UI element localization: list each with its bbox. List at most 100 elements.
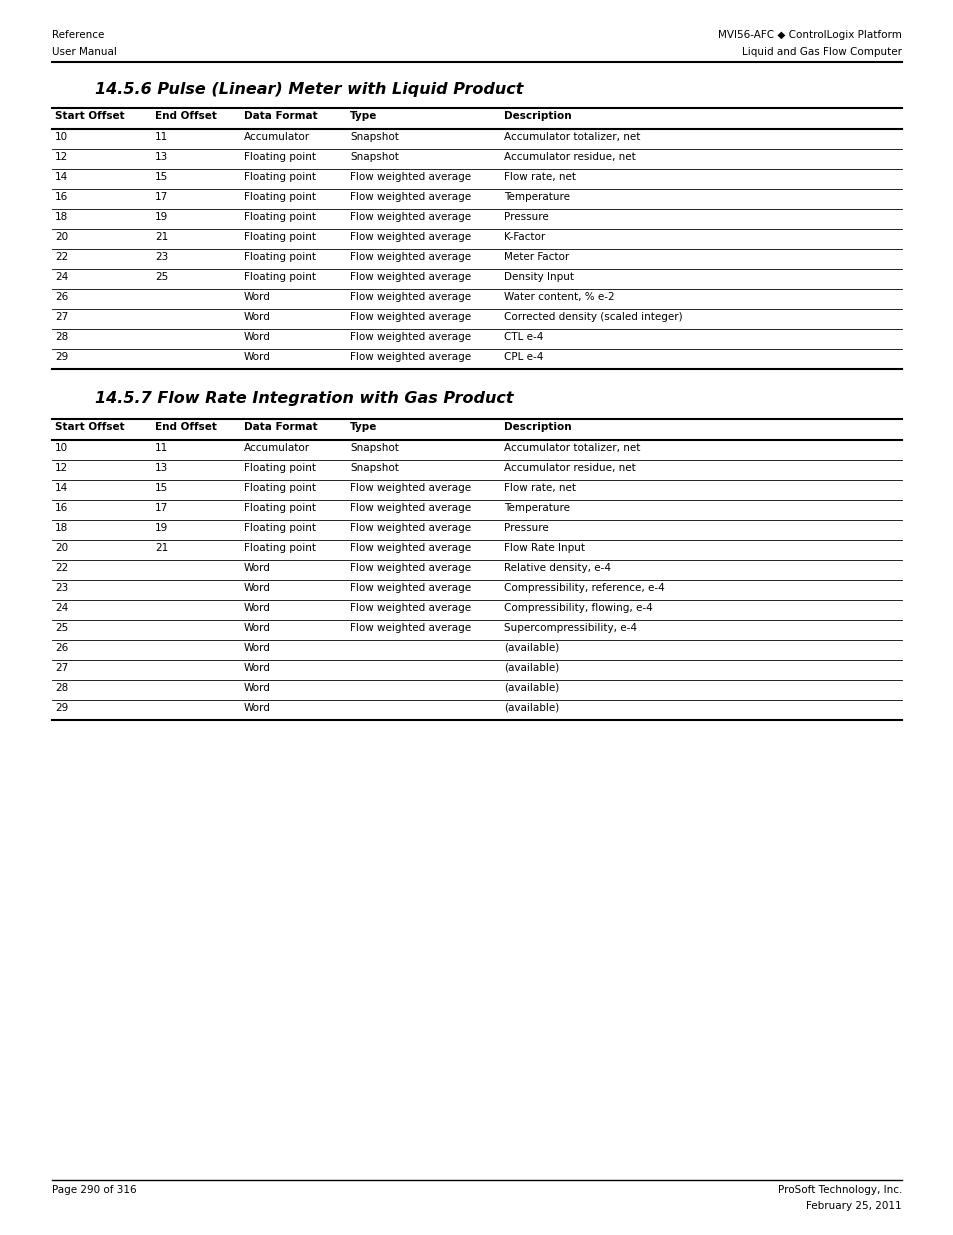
Text: Temperature: Temperature — [503, 503, 569, 513]
Text: Temperature: Temperature — [503, 191, 569, 203]
Text: 17: 17 — [155, 503, 169, 513]
Text: 14: 14 — [55, 172, 69, 182]
Text: Flow weighted average: Flow weighted average — [350, 172, 471, 182]
Text: 12: 12 — [55, 152, 69, 162]
Text: MVI56-AFC ◆ ControlLogix Platform: MVI56-AFC ◆ ControlLogix Platform — [718, 30, 901, 40]
Text: Word: Word — [243, 683, 271, 693]
Text: Type: Type — [350, 422, 377, 432]
Text: 24: 24 — [55, 603, 69, 613]
Text: Word: Word — [243, 563, 271, 573]
Text: End Offset: End Offset — [155, 111, 217, 121]
Text: Flow rate, net: Flow rate, net — [503, 172, 576, 182]
Text: 13: 13 — [155, 152, 169, 162]
Text: Page 290 of 316: Page 290 of 316 — [52, 1186, 136, 1195]
Text: Data Format: Data Format — [243, 422, 317, 432]
Text: Pressure: Pressure — [503, 522, 548, 534]
Text: 19: 19 — [155, 522, 169, 534]
Text: CTL e-4: CTL e-4 — [503, 332, 542, 342]
Text: Snapshot: Snapshot — [350, 132, 398, 142]
Text: Snapshot: Snapshot — [350, 463, 398, 473]
Text: 13: 13 — [155, 463, 169, 473]
Text: Flow weighted average: Flow weighted average — [350, 603, 471, 613]
Text: Supercompressibility, e-4: Supercompressibility, e-4 — [503, 622, 637, 634]
Text: Start Offset: Start Offset — [55, 111, 125, 121]
Text: (available): (available) — [503, 683, 558, 693]
Text: Accumulator residue, net: Accumulator residue, net — [503, 463, 635, 473]
Text: Flow weighted average: Flow weighted average — [350, 563, 471, 573]
Text: Floating point: Floating point — [243, 191, 315, 203]
Text: 21: 21 — [155, 232, 169, 242]
Text: 25: 25 — [55, 622, 69, 634]
Text: Word: Word — [243, 583, 271, 593]
Text: 20: 20 — [55, 543, 68, 553]
Text: Flow weighted average: Flow weighted average — [350, 352, 471, 362]
Text: Flow weighted average: Flow weighted average — [350, 543, 471, 553]
Text: 10: 10 — [55, 443, 68, 453]
Text: 26: 26 — [55, 643, 69, 653]
Text: Flow weighted average: Flow weighted average — [350, 332, 471, 342]
Text: Description: Description — [503, 422, 571, 432]
Text: 27: 27 — [55, 663, 69, 673]
Text: 14.5.7 Flow Rate Integration with Gas Product: 14.5.7 Flow Rate Integration with Gas Pr… — [95, 391, 513, 406]
Text: Floating point: Floating point — [243, 152, 315, 162]
Text: Water content, % e-2: Water content, % e-2 — [503, 291, 614, 303]
Text: CPL e-4: CPL e-4 — [503, 352, 542, 362]
Text: Floating point: Floating point — [243, 172, 315, 182]
Text: Meter Factor: Meter Factor — [503, 252, 568, 262]
Text: 15: 15 — [155, 483, 169, 493]
Text: Flow weighted average: Flow weighted average — [350, 622, 471, 634]
Text: Floating point: Floating point — [243, 543, 315, 553]
Text: Flow weighted average: Flow weighted average — [350, 272, 471, 282]
Text: Flow weighted average: Flow weighted average — [350, 232, 471, 242]
Text: 28: 28 — [55, 332, 69, 342]
Text: 29: 29 — [55, 352, 69, 362]
Text: 18: 18 — [55, 522, 69, 534]
Text: 20: 20 — [55, 232, 68, 242]
Text: Corrected density (scaled integer): Corrected density (scaled integer) — [503, 312, 681, 322]
Text: Flow weighted average: Flow weighted average — [350, 291, 471, 303]
Text: Flow Rate Input: Flow Rate Input — [503, 543, 584, 553]
Text: 28: 28 — [55, 683, 69, 693]
Text: Start Offset: Start Offset — [55, 422, 125, 432]
Text: Accumulator totalizer, net: Accumulator totalizer, net — [503, 132, 639, 142]
Text: Floating point: Floating point — [243, 232, 315, 242]
Text: Floating point: Floating point — [243, 522, 315, 534]
Text: 29: 29 — [55, 703, 69, 713]
Text: Flow weighted average: Flow weighted average — [350, 522, 471, 534]
Text: End Offset: End Offset — [155, 422, 217, 432]
Text: 10: 10 — [55, 132, 68, 142]
Text: Word: Word — [243, 643, 271, 653]
Text: Relative density, e-4: Relative density, e-4 — [503, 563, 610, 573]
Text: 12: 12 — [55, 463, 69, 473]
Text: K-Factor: K-Factor — [503, 232, 544, 242]
Text: 24: 24 — [55, 272, 69, 282]
Text: Accumulator: Accumulator — [243, 132, 310, 142]
Text: February 25, 2011: February 25, 2011 — [805, 1200, 901, 1212]
Text: Snapshot: Snapshot — [350, 443, 398, 453]
Text: Accumulator totalizer, net: Accumulator totalizer, net — [503, 443, 639, 453]
Text: Word: Word — [243, 663, 271, 673]
Text: Compressibility, flowing, e-4: Compressibility, flowing, e-4 — [503, 603, 652, 613]
Text: Floating point: Floating point — [243, 483, 315, 493]
Text: 23: 23 — [55, 583, 69, 593]
Text: Floating point: Floating point — [243, 272, 315, 282]
Text: Liquid and Gas Flow Computer: Liquid and Gas Flow Computer — [741, 47, 901, 57]
Text: (available): (available) — [503, 643, 558, 653]
Text: Word: Word — [243, 352, 271, 362]
Text: 26: 26 — [55, 291, 69, 303]
Text: Data Format: Data Format — [243, 111, 317, 121]
Text: 16: 16 — [55, 191, 69, 203]
Text: Word: Word — [243, 622, 271, 634]
Text: User Manual: User Manual — [52, 47, 117, 57]
Text: 14.5.6 Pulse (Linear) Meter with Liquid Product: 14.5.6 Pulse (Linear) Meter with Liquid … — [95, 82, 523, 98]
Text: Flow weighted average: Flow weighted average — [350, 191, 471, 203]
Text: Snapshot: Snapshot — [350, 152, 398, 162]
Text: Floating point: Floating point — [243, 212, 315, 222]
Text: 22: 22 — [55, 252, 69, 262]
Text: 16: 16 — [55, 503, 69, 513]
Text: Floating point: Floating point — [243, 463, 315, 473]
Text: Word: Word — [243, 332, 271, 342]
Text: Word: Word — [243, 291, 271, 303]
Text: Flow weighted average: Flow weighted average — [350, 503, 471, 513]
Text: (available): (available) — [503, 703, 558, 713]
